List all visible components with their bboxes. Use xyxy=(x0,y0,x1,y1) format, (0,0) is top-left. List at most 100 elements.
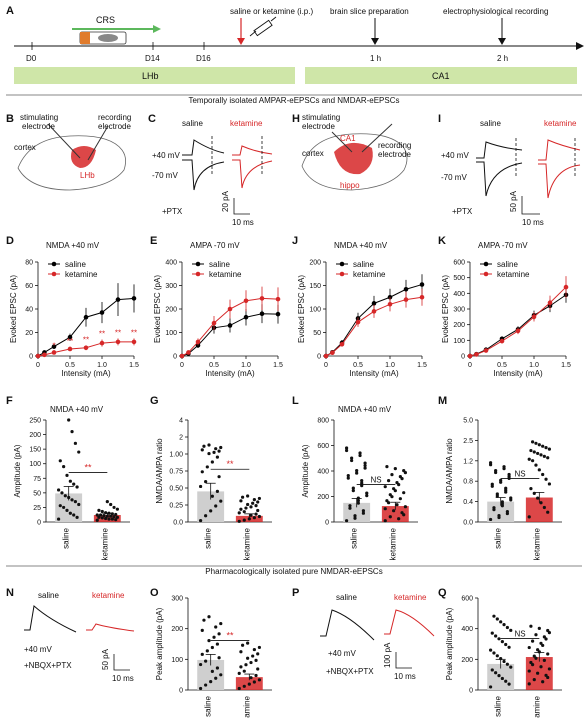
data-point xyxy=(217,475,221,479)
data-point xyxy=(499,338,505,344)
y-tick-label: 100 xyxy=(165,330,177,337)
data-point xyxy=(490,484,494,488)
data-point xyxy=(507,682,511,686)
y-tick-label: 400 xyxy=(317,469,329,476)
significance-mark: ** xyxy=(131,328,137,337)
category-label: ketamine xyxy=(242,527,251,560)
data-point xyxy=(237,686,241,691)
data-point xyxy=(489,685,493,689)
bar-plots-2: O Q 0 100 200 300 Peak amplitude (pA) saline k… xyxy=(150,587,562,718)
data-point xyxy=(195,339,201,345)
significance-mark: ** xyxy=(84,462,92,472)
data-point xyxy=(499,620,503,624)
data-point xyxy=(207,639,211,643)
data-point xyxy=(259,296,265,301)
legend-marker xyxy=(51,261,57,267)
data-point xyxy=(186,350,191,355)
y-tick-label: 0 xyxy=(461,354,465,361)
data-point xyxy=(509,628,513,632)
data-point xyxy=(214,447,218,451)
data-point xyxy=(256,667,260,671)
data-point xyxy=(541,472,545,477)
data-point xyxy=(214,676,218,680)
data-point xyxy=(483,348,489,353)
restraint-tube-icon xyxy=(79,31,127,45)
y-tick-label: 50 xyxy=(33,490,41,497)
data-point xyxy=(393,489,397,493)
legend-marker xyxy=(51,271,57,277)
x-tick-label: 1.0 xyxy=(385,362,395,369)
data-point xyxy=(73,500,77,504)
trace-label: ketamine xyxy=(230,119,263,128)
y-tick-label: 100 xyxy=(309,307,321,314)
data-point xyxy=(390,473,394,477)
data-point xyxy=(51,344,57,349)
series-line xyxy=(469,286,567,357)
trace-panel-n: N saline ketamine +40 mV +NBQX+PTX 50 pA… xyxy=(6,587,135,683)
data-point xyxy=(217,632,221,636)
ca1-label: CA1 xyxy=(340,134,356,143)
svg-text:E: E xyxy=(150,235,157,247)
category-label: saline xyxy=(204,695,213,716)
y-tick-label: 0 xyxy=(173,354,177,361)
data-point xyxy=(205,465,209,469)
data-point xyxy=(509,498,513,502)
data-point xyxy=(546,456,550,460)
section-title: Temporally isolated AMPAR-eEPSCs and NMD… xyxy=(188,96,399,105)
drug-label: +PTX xyxy=(452,207,473,216)
data-point xyxy=(494,470,498,475)
data-point xyxy=(536,451,540,456)
y-axis-label: Peak amplitude (pA) xyxy=(155,607,164,680)
data-point xyxy=(348,506,352,510)
data-point xyxy=(249,513,253,517)
data-point xyxy=(62,505,66,510)
data-point xyxy=(115,339,121,345)
legend-marker xyxy=(339,271,345,277)
data-point xyxy=(251,501,255,505)
data-point xyxy=(95,513,99,517)
data-point xyxy=(72,513,76,517)
data-point xyxy=(515,328,521,334)
data-point xyxy=(467,353,473,359)
data-point xyxy=(110,517,114,521)
data-point xyxy=(393,467,397,471)
data-point xyxy=(67,346,73,352)
data-point xyxy=(502,659,506,664)
data-point xyxy=(346,473,350,478)
legend-label: ketamine xyxy=(497,270,530,279)
data-point xyxy=(99,340,105,346)
data-point xyxy=(62,465,66,469)
data-point xyxy=(402,491,406,495)
legend-marker xyxy=(195,261,201,267)
data-point xyxy=(219,499,223,503)
y-tick-label: 60 xyxy=(25,283,33,290)
chart-title: AMPA -70 mV xyxy=(190,241,240,250)
legend-marker xyxy=(483,271,489,277)
voltage-label: +40 mV xyxy=(441,151,469,160)
scale-label: 20 pA xyxy=(221,190,230,212)
significance-mark: NS xyxy=(514,469,525,478)
data-point xyxy=(100,509,104,514)
data-point xyxy=(256,652,260,656)
data-point xyxy=(99,310,105,315)
y-tick-label: 150 xyxy=(29,447,41,454)
data-point xyxy=(57,517,61,521)
data-point xyxy=(539,501,543,505)
data-point xyxy=(227,306,233,312)
y-tick-label: 0.75 xyxy=(169,469,183,476)
data-point xyxy=(275,296,281,302)
significance-mark: ** xyxy=(115,328,121,337)
trace-panel-i: I saline ketamine +40 mV -70 mV +PTX 50 … xyxy=(438,113,581,227)
svg-text:B: B xyxy=(6,113,14,125)
trace-label: saline xyxy=(182,119,203,128)
data-point xyxy=(244,663,248,667)
data-point xyxy=(95,518,99,522)
data-point xyxy=(257,496,261,501)
line-plots: D E J K NMDA +40 mV 0 20 40 60 80 0 0.5 1.0 1.5 In… xyxy=(6,235,571,378)
y-tick-label: 100 xyxy=(171,657,183,664)
region-bar-ca1 xyxy=(305,67,577,84)
chart-j: NMDA +40 mV 0 50 100 150 200 0 0.5 1.0 1.5 Intensi… xyxy=(297,241,427,378)
data-point xyxy=(387,479,391,483)
data-point xyxy=(242,684,246,688)
data-point xyxy=(544,637,548,641)
